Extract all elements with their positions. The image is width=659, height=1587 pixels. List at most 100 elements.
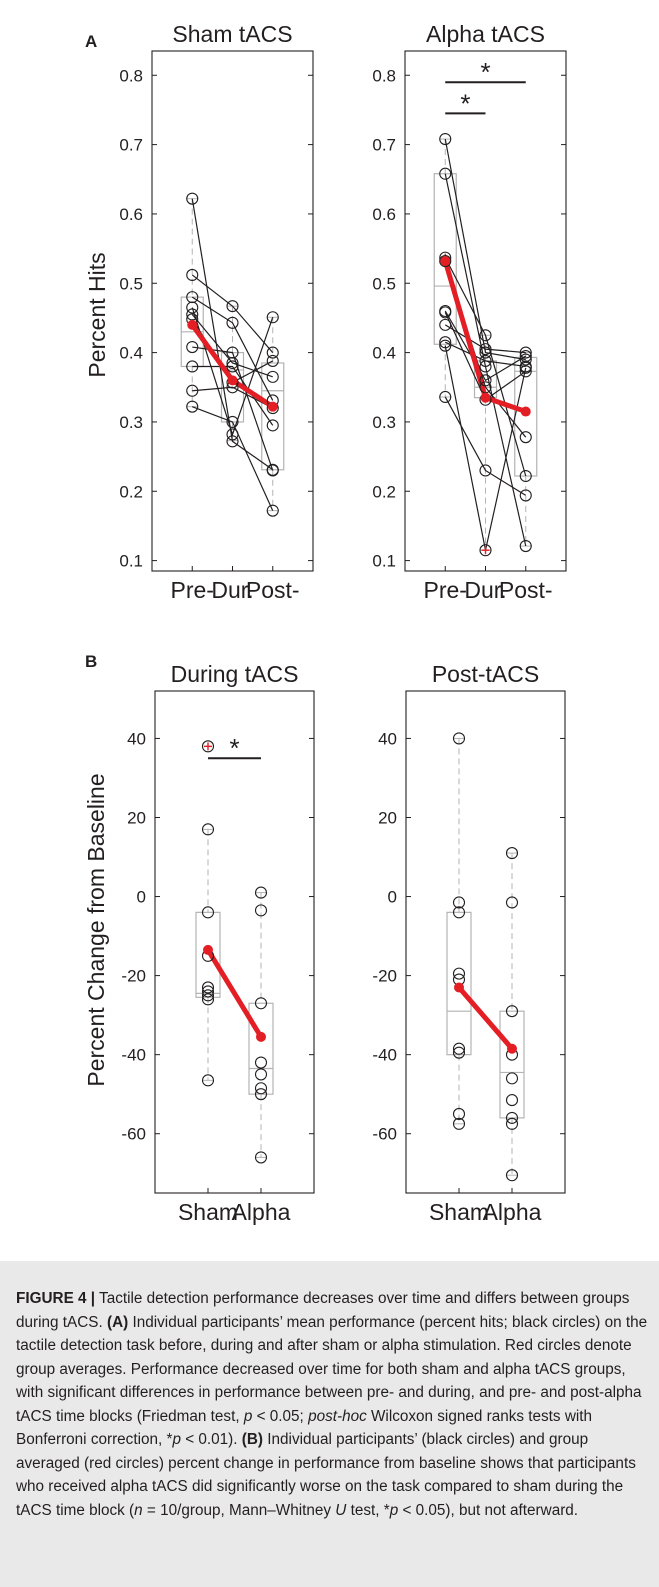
subject-point — [186, 341, 199, 354]
subject-line — [191, 307, 274, 437]
y-tick-label: -20 — [121, 967, 146, 986]
box-iqr — [261, 362, 285, 471]
subject-point — [452, 1107, 466, 1120]
panel-label-b: B — [85, 652, 97, 671]
plots-root: Sham tACS0.10.20.30.40.50.60.70.8Pre-Dur… — [119, 21, 567, 1225]
subject-point — [439, 304, 452, 318]
subject-point — [226, 428, 239, 441]
subject-point — [505, 1072, 519, 1085]
subject-point — [254, 1151, 268, 1164]
caption-text-6: Individual participants’ (black circles)… — [16, 1431, 636, 1519]
plot-title: Alpha tACS — [426, 21, 545, 47]
subject-point — [439, 167, 452, 180]
caption-text-4: Wilcoxon signed ranks tests with Bonferr… — [16, 1407, 593, 1449]
plot-frame — [154, 690, 315, 1194]
subject-point — [201, 993, 215, 1006]
group-mean-line — [205, 947, 264, 1040]
plot-a2: Alpha tACS 0.1 0.2 0.3 0.4 0.5 0.6 0.7 0.8 Pre-Du… — [372, 21, 567, 603]
group-mean-point — [440, 256, 451, 267]
subject-point — [201, 906, 215, 919]
y-axis-label-b: Percent Change from Baseline — [83, 773, 109, 1086]
y-tick-label: 0.7 — [372, 136, 396, 155]
subject-point — [201, 985, 215, 998]
subject-point — [226, 316, 239, 329]
subject-point — [479, 343, 492, 356]
y-tick-label: 0.3 — [119, 413, 143, 432]
subject-point — [186, 291, 199, 304]
subject-point — [186, 301, 199, 314]
subject-line — [191, 274, 274, 353]
subject-point — [266, 311, 279, 324]
x-tick-label: Post- — [246, 577, 300, 603]
subject-line — [192, 406, 274, 511]
y-tick-label: 0.1 — [119, 552, 143, 571]
subject-point — [254, 1082, 268, 1095]
subject-point — [201, 981, 215, 994]
subject-point — [186, 384, 199, 397]
y-tick-label: -60 — [372, 1125, 397, 1144]
subject-point — [226, 346, 239, 359]
plot-a1: Sham tACS 0.1 0.2 0.3 0.4 0.5 0.6 0.7 0.8 Pre-Dur… — [119, 21, 314, 603]
subject-point — [479, 544, 492, 557]
plot-frame — [405, 690, 566, 1194]
subject-point — [452, 1117, 466, 1130]
group-mean-point — [227, 375, 238, 386]
caption-p-2: p — [172, 1431, 181, 1448]
group-mean-point — [267, 401, 278, 412]
subject-point — [226, 360, 239, 373]
figure-caption-box: FIGURE 4 | Tactile detection performance… — [0, 1261, 659, 1587]
subject-point — [254, 1068, 268, 1081]
caption-n: n — [134, 1501, 143, 1519]
subject-point — [186, 360, 199, 373]
subject-point — [266, 370, 279, 383]
group-mean-line — [456, 984, 515, 1052]
subject-point — [439, 339, 452, 352]
y-tick-label: 0.8 — [372, 66, 396, 85]
caption-u: U — [335, 1501, 347, 1519]
subject-line — [191, 198, 274, 471]
x-tick-label: Post- — [499, 577, 553, 603]
subject-point — [266, 346, 279, 359]
subject-point — [226, 435, 239, 448]
subject-point — [201, 823, 215, 836]
y-tick-label: 20 — [378, 808, 397, 827]
caption-ref-b: (B) — [241, 1431, 264, 1448]
subject-point — [201, 740, 215, 753]
subject-point — [226, 356, 239, 370]
caption-p-1: p — [243, 1407, 253, 1425]
plot-title: Post-tACS — [432, 661, 539, 687]
subject-point — [254, 1056, 268, 1069]
subject-point — [226, 300, 239, 313]
subject-point — [226, 415, 239, 428]
subject-point — [505, 1117, 519, 1130]
y-tick-label: 0.5 — [372, 274, 396, 293]
subject-point — [505, 1111, 519, 1124]
subject-point — [266, 504, 279, 517]
subject-line — [192, 365, 274, 426]
x-tick-label: Alpha — [232, 1199, 291, 1225]
subject-point — [186, 192, 199, 205]
box-iqr — [248, 1002, 274, 1095]
group-mean-point — [203, 944, 213, 955]
subject-point — [439, 390, 452, 404]
x-tick-label: Dur. — [211, 577, 253, 603]
subject-line — [192, 346, 274, 471]
subject-point — [519, 365, 532, 378]
subject-line — [444, 310, 527, 382]
y-tick-label: 0 — [137, 888, 146, 907]
y-tick-label: 0 — [388, 888, 397, 907]
subject-point — [519, 431, 532, 444]
figure-plots: A B Percent Hits Percent Change from Bas… — [83, 21, 567, 1225]
subject-point — [452, 896, 466, 909]
x-tick-label: Pre- — [171, 577, 214, 603]
y-tick-label: -40 — [121, 1046, 146, 1065]
significance-star: * — [229, 733, 239, 763]
figure-caption: FIGURE 4 | Tactile detection performance… — [16, 1287, 649, 1522]
y-tick-label: -40 — [372, 1046, 397, 1065]
x-tick-label: Dur. — [464, 577, 506, 603]
caption-text-9: < 0.05), but not afterward. — [398, 1501, 579, 1519]
subject-point — [439, 318, 452, 331]
x-tick-label: Sham — [178, 1199, 238, 1225]
